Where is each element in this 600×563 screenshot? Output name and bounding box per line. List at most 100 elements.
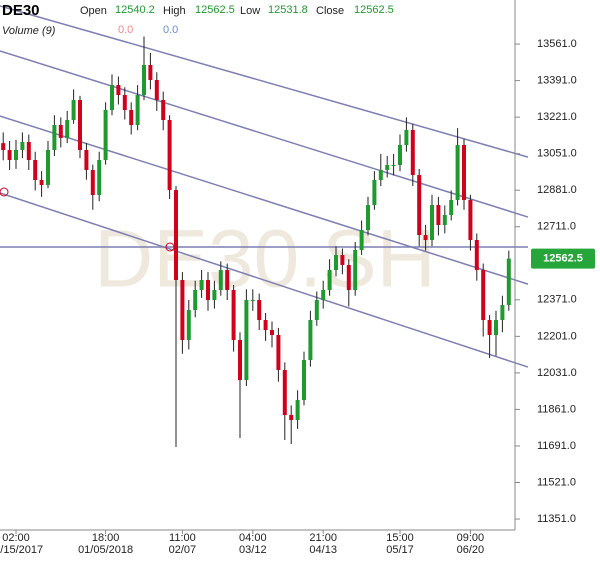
candle-body [174, 190, 178, 281]
x-tick-date: 04/13 [309, 544, 337, 556]
candle-body [340, 255, 345, 265]
trend-line [0, 192, 529, 368]
y-tick-label: 12201.0 [537, 330, 577, 342]
candle-body [206, 280, 210, 301]
x-tick-date: 05/17 [386, 544, 414, 556]
candle-body [449, 200, 454, 216]
candle-body [14, 149, 18, 161]
candle-body [391, 164, 396, 166]
candle-body [500, 305, 505, 321]
candle-body [494, 320, 498, 336]
x-tick-time: 02:00 [2, 532, 30, 544]
candle-body [1, 143, 6, 150]
candle-body [129, 109, 134, 125]
candle-body [218, 270, 223, 291]
candle-body [321, 290, 326, 301]
last-price-box [531, 248, 595, 269]
watermark: DE30.SH [94, 214, 436, 305]
candle-body [78, 100, 82, 150]
volume-value: 0.0 [163, 24, 178, 36]
candle-body [20, 141, 25, 150]
candle-body [225, 270, 230, 291]
candle-body [417, 175, 422, 236]
symbol: DE30 [2, 2, 40, 19]
candle-body [430, 205, 434, 241]
candle-body [327, 270, 332, 291]
y-tick-label: 13561.0 [537, 38, 577, 50]
x-tick-date: 11/15/2017 [0, 544, 43, 556]
trend-line [0, 115, 529, 285]
candle-body [212, 290, 217, 301]
y-tick-label: 11351.0 [537, 513, 576, 525]
candle-body [410, 130, 415, 176]
candle-body [33, 160, 38, 180]
candle-body [346, 265, 351, 291]
high-value: 12562.5 [195, 4, 235, 16]
low-value: 12531.8 [268, 4, 308, 16]
candle-body [378, 170, 383, 180]
candle-body [481, 270, 486, 321]
candle-body [385, 164, 390, 171]
candle-body [71, 100, 76, 121]
y-tick-label: 12031.0 [537, 367, 577, 379]
candle-body [308, 320, 313, 361]
candle-body [58, 124, 63, 139]
y-tick-label: 12371.0 [537, 294, 577, 306]
candle-body [398, 145, 402, 165]
candle-body [231, 290, 236, 341]
candle-body [366, 205, 370, 231]
x-tick-time: 11:00 [169, 532, 196, 544]
y-tick-label: 11691.0 [537, 440, 576, 452]
x-tick-time: 09:00 [457, 532, 485, 544]
candle-body [276, 335, 281, 371]
candle-body [39, 179, 44, 186]
candle-body [289, 415, 294, 421]
x-tick-time: 15:00 [386, 532, 414, 544]
x-tick-time: 04:00 [239, 532, 267, 544]
candle-body [180, 280, 185, 341]
low-label: Low [240, 5, 260, 17]
y-tick-label: 11521.0 [537, 476, 576, 488]
x-tick-date: 03/12 [239, 544, 267, 556]
candle-body [250, 300, 255, 302]
candle-body [462, 145, 466, 201]
candle-body [84, 149, 89, 171]
candle-body [135, 94, 140, 125]
candle-body [423, 235, 428, 241]
trend-line [0, 5, 529, 158]
candle-body [46, 149, 50, 186]
candle-body [436, 205, 441, 226]
volume-value: 0.0 [118, 24, 133, 36]
candle-body [154, 79, 159, 101]
candle-body [238, 340, 242, 381]
y-tick-label: 13391.0 [537, 75, 577, 87]
trend-line [0, 50, 529, 218]
candle-body [26, 141, 31, 161]
candle-body [353, 250, 358, 291]
candle-body [302, 360, 306, 401]
volume-label: Volume (9) [2, 25, 56, 37]
open-value: 12540.2 [115, 4, 155, 16]
candle-body [90, 170, 95, 195]
candle-body [199, 280, 204, 291]
candle-body [487, 320, 492, 336]
y-tick-label: 11861.0 [537, 403, 576, 415]
high-label: High [163, 5, 186, 17]
x-tick-time: 18:00 [92, 532, 120, 544]
candle-body [103, 109, 108, 161]
candle-body [97, 160, 102, 195]
candle-body [474, 240, 479, 271]
candle-body [167, 120, 172, 191]
candle-body [257, 300, 262, 321]
open-label: Open [80, 5, 107, 17]
y-tick-label: 13221.0 [537, 111, 577, 123]
y-tick-label: 12881.0 [537, 184, 577, 196]
candle-body [263, 320, 268, 331]
candle-body [7, 149, 12, 161]
close-value: 12562.5 [354, 4, 394, 16]
candle-body [142, 64, 146, 95]
candle-body [442, 215, 447, 226]
candle-body [468, 200, 473, 241]
